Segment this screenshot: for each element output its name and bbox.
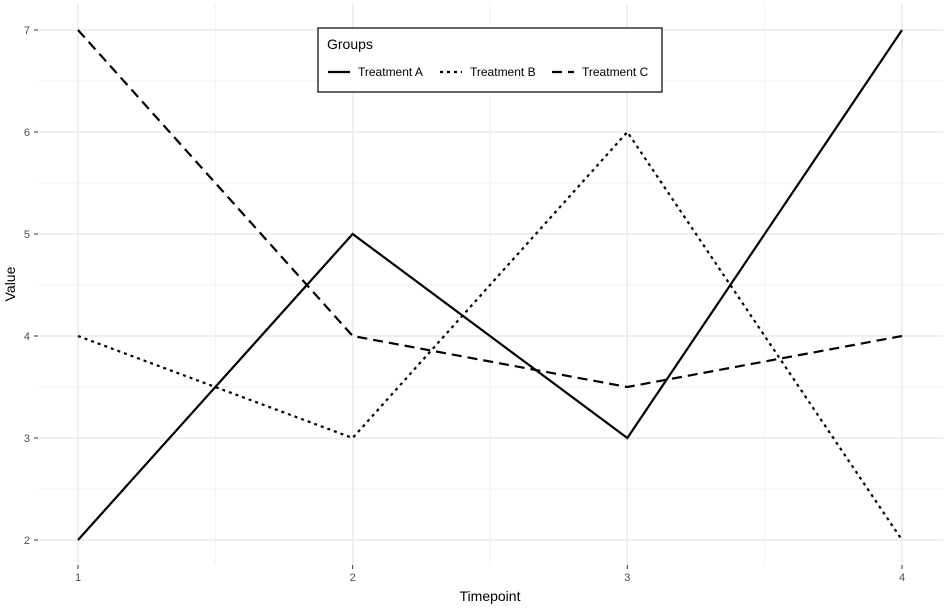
legend-items: Treatment A Treatment B Treatment C [328,65,649,79]
y-axis: 2 3 4 5 6 7 [24,25,38,547]
x-tick-label: 3 [624,572,630,584]
x-tick-label: 4 [899,572,905,584]
y-tick-label: 3 [24,433,30,445]
y-tick-label: 2 [24,535,30,547]
x-tick-label: 1 [75,572,81,584]
x-tick-label: 2 [350,572,356,584]
x-axis-title: Timepoint [460,588,521,604]
legend-label-treatment-b: Treatment B [470,65,536,79]
legend-label-treatment-c: Treatment C [582,65,649,79]
y-tick-label: 6 [24,127,30,139]
legend-box [317,27,663,93]
series-line-treatment-a [77,29,903,541]
y-tick-label: 5 [24,229,30,241]
series-line-treatment-b [77,130,903,541]
legend: Groups Treatment A Treatment B Treatment C [317,27,663,93]
y-tick-label: 4 [24,331,30,343]
x-axis: 1 2 3 4 [75,565,905,584]
series-line-treatment-c [77,29,903,389]
legend-label-treatment-a: Treatment A [358,65,423,79]
y-tick-label: 7 [24,25,30,37]
legend-title: Groups [327,36,373,52]
series-lines [77,29,903,541]
y-axis-title: Value [2,266,18,301]
